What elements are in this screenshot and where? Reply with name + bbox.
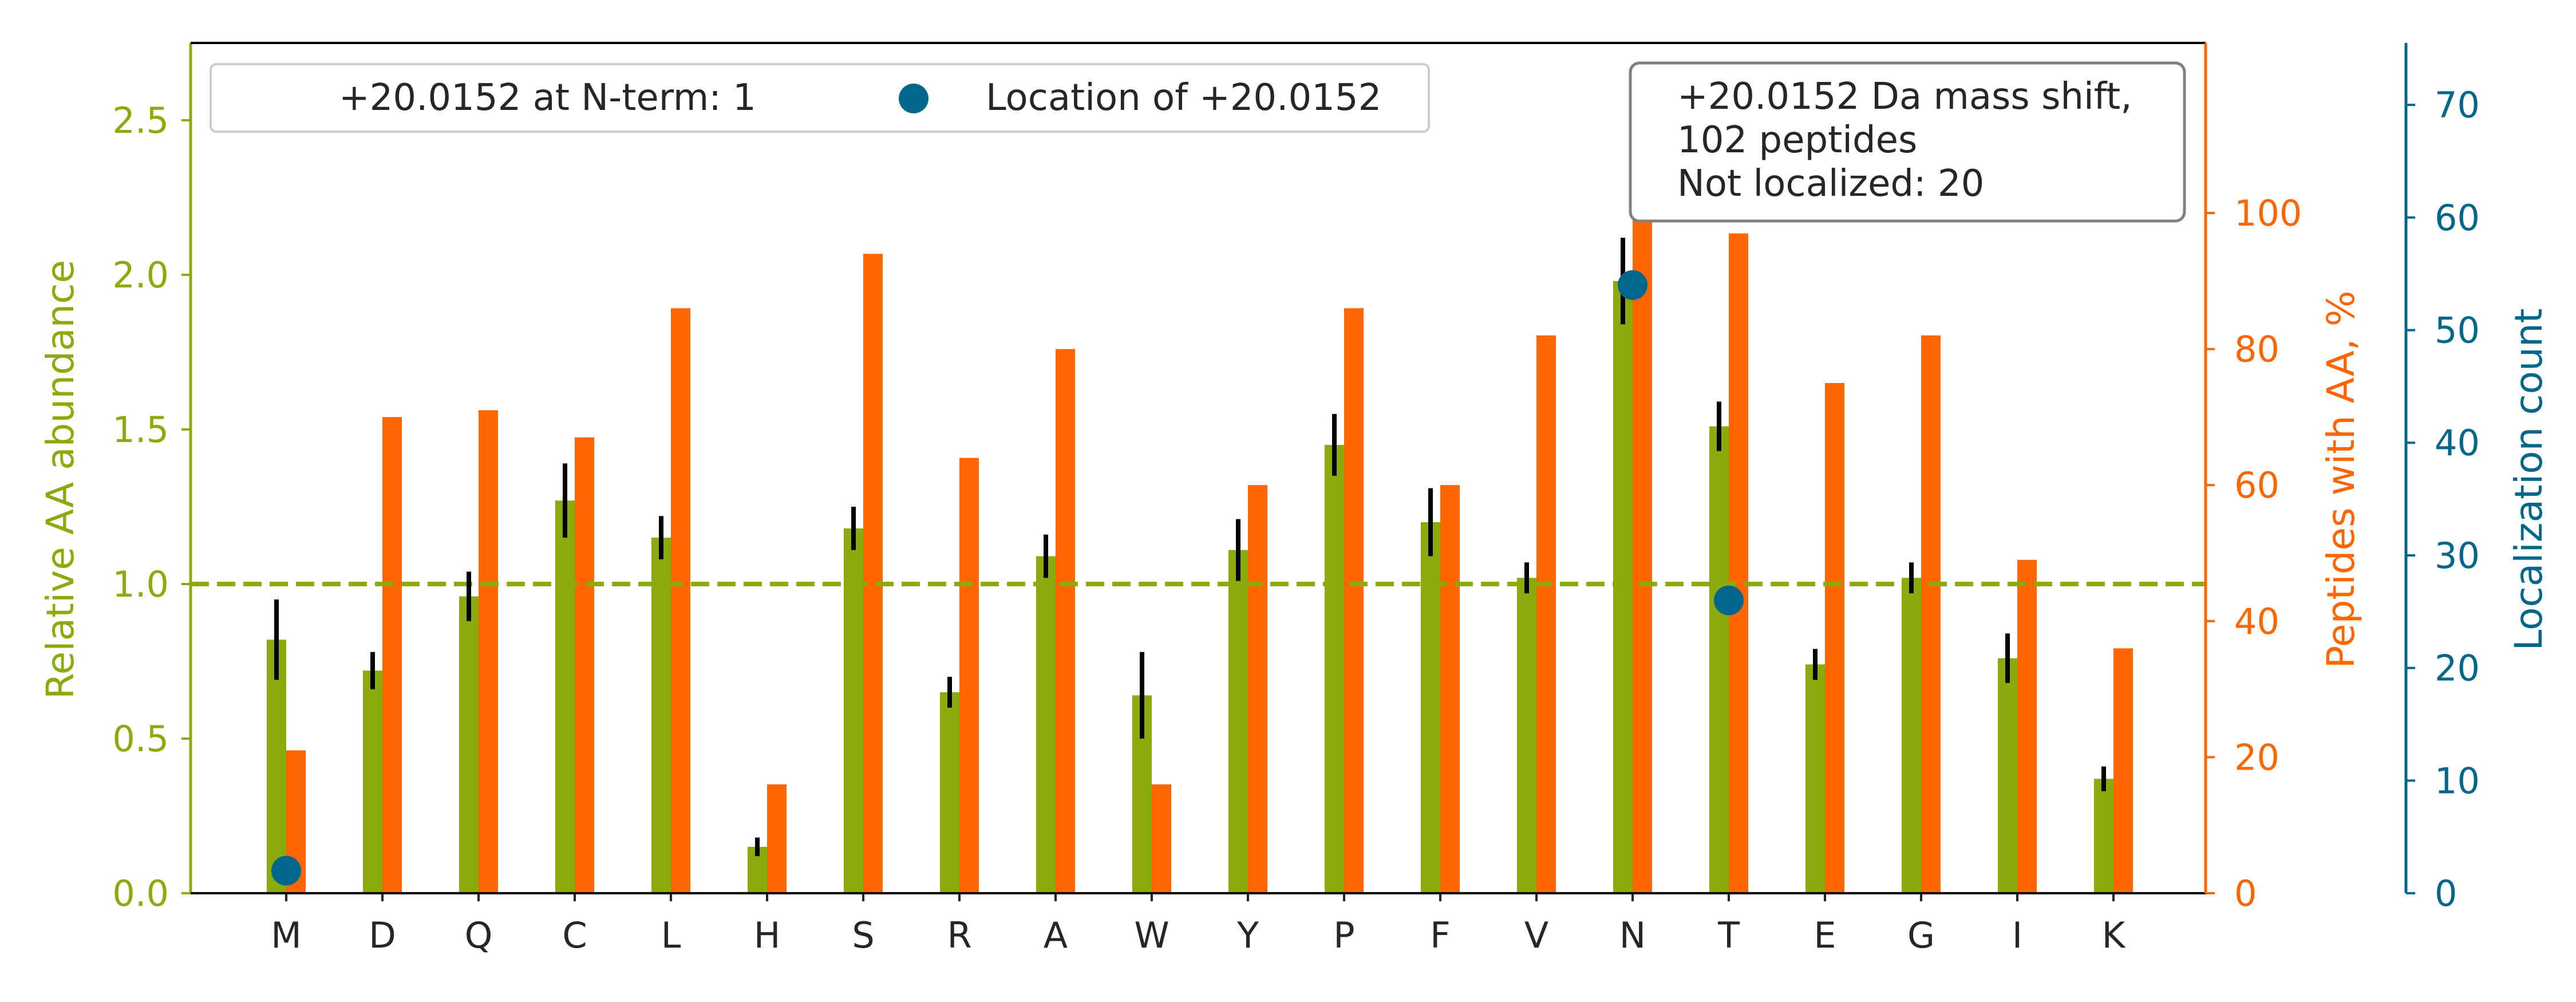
left-tick-label-2.0: 2.0 bbox=[112, 254, 169, 296]
left-axis-title: Relative AA abundance bbox=[38, 260, 82, 699]
error-bars-layer bbox=[274, 238, 2106, 857]
right-tick-label-0: 0 bbox=[2234, 873, 2257, 914]
x-tick-label-H: H bbox=[754, 914, 781, 956]
x-tick-label-E: E bbox=[1814, 914, 1836, 956]
x-tick-label-S: S bbox=[852, 914, 874, 956]
localization-point-T bbox=[1714, 585, 1744, 616]
abundance-bar-L bbox=[651, 538, 671, 893]
x-tick-label-T: T bbox=[1717, 914, 1740, 956]
legend-location-label: Location of +20.0152 bbox=[986, 77, 1381, 119]
x-tick-label-I: I bbox=[2012, 914, 2022, 956]
peptide-pct-bar-R bbox=[959, 457, 979, 893]
x-tick-label-D: D bbox=[369, 914, 396, 956]
x-tick-label-G: G bbox=[1907, 914, 1935, 956]
peptide-pct-bar-G bbox=[1921, 335, 1941, 893]
abundance-bar-F bbox=[1421, 522, 1440, 893]
x-tick-label-A: A bbox=[1044, 914, 1068, 956]
abundance-bar-S bbox=[844, 528, 863, 893]
peptide-pct-bar-E bbox=[1825, 383, 1844, 893]
x-tick-label-F: F bbox=[1430, 914, 1451, 956]
localization-point-N bbox=[1618, 270, 1647, 300]
peptide-pct-bar-S bbox=[863, 254, 883, 893]
left-tick-label-1.5: 1.5 bbox=[112, 409, 169, 451]
note-line-1: +20.0152 Da mass shift, bbox=[1677, 76, 2132, 118]
localization-tick-label-10: 10 bbox=[2435, 760, 2480, 802]
right-tick-label-80: 80 bbox=[2234, 329, 2279, 370]
x-tick-label-K: K bbox=[2102, 914, 2126, 956]
abundance-bar-T bbox=[1709, 426, 1729, 893]
peptide-pct-bar-L bbox=[671, 308, 690, 893]
peptide-pct-bar-C bbox=[575, 437, 594, 893]
peptide-pct-bar-Y bbox=[1248, 485, 1267, 893]
localization-tick-label-0: 0 bbox=[2435, 873, 2457, 914]
abundance-bar-M bbox=[267, 640, 286, 893]
peptide-pct-bar-T bbox=[1729, 233, 1748, 893]
peptide-pct-bar-I bbox=[2017, 559, 2037, 893]
x-tick-label-Y: Y bbox=[1236, 914, 1259, 956]
localization-point-M bbox=[271, 855, 301, 886]
x-tick-label-V: V bbox=[1524, 914, 1548, 956]
left-tick-label-0.5: 0.5 bbox=[112, 718, 169, 760]
abundance-bar-R bbox=[940, 692, 959, 893]
abundance-bar-Q bbox=[459, 596, 479, 893]
localization-tick-label-40: 40 bbox=[2435, 422, 2480, 464]
abundance-bar-A bbox=[1036, 556, 1056, 893]
axes-layer: M D Q C L H S R A W Y P F V N T E G I K 0.0 0.5 1.0 1.5 2.0 2.5 0 2… bbox=[38, 42, 2551, 956]
abundance-bar-E bbox=[1805, 664, 1825, 893]
right-tick-label-20: 20 bbox=[2234, 736, 2279, 778]
x-tick-label-L: L bbox=[661, 914, 681, 956]
right-tick-label-60: 60 bbox=[2234, 464, 2279, 506]
x-tick-label-R: R bbox=[947, 914, 971, 956]
x-tick-label-P: P bbox=[1333, 914, 1354, 956]
abundance-bar-I bbox=[1998, 658, 2017, 893]
left-tick-label-0.0: 0.0 bbox=[112, 873, 169, 914]
abundance-bar-P bbox=[1325, 445, 1344, 893]
abundance-bar-V bbox=[1517, 578, 1536, 893]
note-line-2: 102 peptides bbox=[1677, 119, 1917, 161]
peptide-pct-bar-H bbox=[767, 784, 787, 893]
peptide-pct-bar-V bbox=[1536, 335, 1556, 893]
peptide-pct-bar-Q bbox=[479, 410, 498, 893]
mass-shift-note: +20.0152 Da mass shift, 102 peptides Not… bbox=[1629, 61, 2186, 223]
peptide-pct-bar-A bbox=[1056, 349, 1075, 893]
localization-tick-label-30: 30 bbox=[2435, 535, 2480, 577]
abundance-bar-D bbox=[363, 670, 382, 893]
localization-tick-label-60: 60 bbox=[2435, 197, 2480, 239]
peptide-pct-bar-W bbox=[1152, 784, 1171, 893]
localization-tick-label-70: 70 bbox=[2435, 84, 2480, 126]
legend: +20.0152 at N-term: 1 Location of +20.01… bbox=[210, 63, 1430, 133]
abundance-bar-Y bbox=[1228, 550, 1248, 893]
legend-nterm-label: +20.0152 at N-term: 1 bbox=[339, 77, 756, 119]
peptide-pct-bar-F bbox=[1440, 485, 1460, 893]
abundance-bar-N bbox=[1613, 281, 1633, 893]
legend-location-marker bbox=[899, 84, 929, 113]
localization-axis-title: Localization count bbox=[2507, 308, 2551, 650]
localization-points-layer bbox=[271, 270, 1744, 886]
note-line-3: Not localized: 20 bbox=[1677, 163, 1984, 205]
peptide-pct-bar-D bbox=[382, 417, 402, 893]
peptide-pct-bar-K bbox=[2113, 648, 2133, 893]
x-tick-label-C: C bbox=[562, 914, 587, 956]
bars-layer bbox=[267, 213, 2133, 893]
peptide-pct-bar-P bbox=[1344, 308, 1364, 893]
right-axis-title: Peptides with AA, % bbox=[2319, 291, 2363, 669]
x-tick-label-M: M bbox=[271, 914, 302, 956]
x-tick-label-W: W bbox=[1134, 914, 1169, 956]
right-tick-label-40: 40 bbox=[2234, 601, 2279, 642]
abundance-bar-G bbox=[1902, 578, 1921, 893]
localization-tick-label-20: 20 bbox=[2435, 648, 2480, 689]
peptide-pct-bar-N bbox=[1633, 213, 1652, 893]
x-tick-label-N: N bbox=[1619, 914, 1646, 956]
localization-tick-label-50: 50 bbox=[2435, 310, 2480, 352]
left-tick-label-2.5: 2.5 bbox=[112, 100, 169, 141]
left-tick-label-1.0: 1.0 bbox=[112, 563, 169, 605]
note-frame bbox=[1629, 61, 2186, 223]
abundance-bar-K bbox=[2094, 779, 2113, 893]
abundance-bar-C bbox=[555, 500, 575, 893]
right-tick-label-100: 100 bbox=[2234, 192, 2302, 234]
x-tick-label-Q: Q bbox=[465, 914, 493, 956]
legend-frame bbox=[210, 63, 1430, 133]
